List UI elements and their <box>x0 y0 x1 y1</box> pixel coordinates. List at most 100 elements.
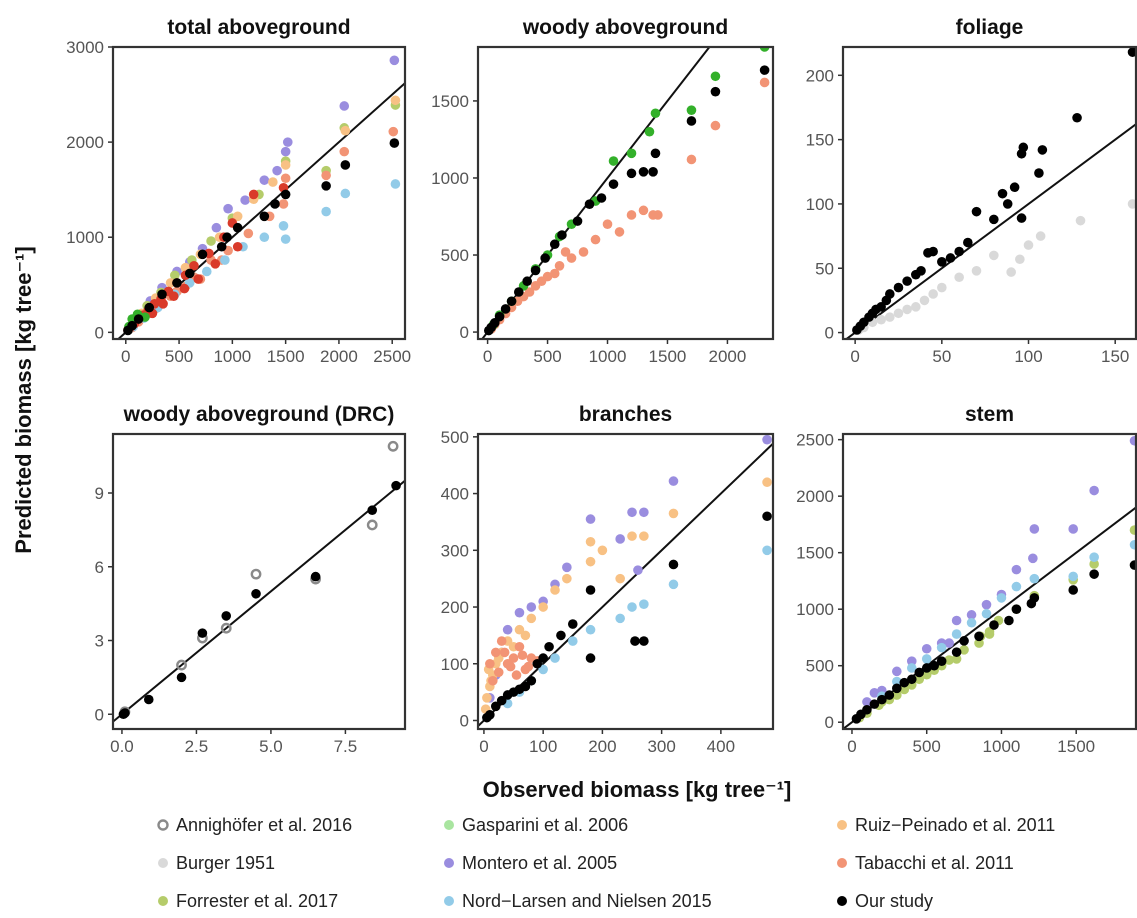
x-tick-label: 500 <box>165 347 193 366</box>
data-point <box>869 699 880 709</box>
y-tick-label: 100 <box>806 195 834 214</box>
data-point <box>505 661 516 672</box>
plot-area <box>478 434 773 727</box>
data-point <box>1037 145 1048 155</box>
y-tick-label: 6 <box>95 558 104 577</box>
data-point <box>626 148 637 159</box>
data-point <box>921 663 932 673</box>
data-point <box>272 165 282 176</box>
data-point <box>936 642 947 653</box>
x-tick-label: 0 <box>483 347 492 366</box>
data-point <box>639 507 649 518</box>
data-point <box>852 325 862 335</box>
one-to-one-line <box>113 479 405 723</box>
data-point <box>566 253 577 263</box>
data-point <box>499 647 510 658</box>
x-tick-label: 300 <box>647 737 675 756</box>
data-point <box>937 257 947 267</box>
data-point <box>280 146 291 157</box>
plot-area <box>113 440 405 723</box>
data-point <box>280 160 291 170</box>
data-point <box>133 314 144 324</box>
data-point <box>158 299 168 309</box>
data-point <box>554 261 565 271</box>
data-point <box>614 227 625 237</box>
y-tick-label: 400 <box>441 485 469 504</box>
data-point <box>211 222 222 233</box>
data-point <box>532 658 543 669</box>
data-point <box>650 108 661 119</box>
legend-item: Annighöfer et al. 2016 <box>157 815 352 835</box>
data-point <box>526 613 537 624</box>
data-point <box>221 611 232 621</box>
data-point <box>759 65 770 75</box>
data-point <box>367 505 378 516</box>
data-point <box>1129 539 1136 550</box>
data-point <box>762 477 772 488</box>
data-point <box>523 661 534 672</box>
x-tick-label: 0 <box>847 737 856 756</box>
data-point <box>550 653 560 663</box>
data-point <box>500 304 511 314</box>
data-point <box>259 211 270 222</box>
data-point <box>1127 199 1136 209</box>
data-point <box>1129 560 1136 570</box>
legend-label: Forrester et al. 2017 <box>176 891 338 911</box>
data-point <box>639 599 649 609</box>
data-point <box>590 234 601 245</box>
x-tick-label: 0 <box>121 347 130 366</box>
data-point <box>560 247 571 257</box>
plot-frame <box>841 432 1137 731</box>
legend-item: Ruiz−Peinado et al. 2011 <box>837 815 1055 835</box>
x-tick-label: 0 <box>479 737 488 756</box>
data-point <box>759 47 770 52</box>
data-point <box>884 690 895 700</box>
data-point <box>639 636 649 646</box>
data-point <box>638 205 649 216</box>
data-point <box>1072 112 1082 123</box>
y-tick-label: 0 <box>825 713 834 732</box>
legend-marker <box>158 858 168 868</box>
data-point <box>220 622 232 634</box>
data-point <box>270 199 280 209</box>
legend-marker <box>158 896 168 906</box>
plot-frame <box>476 45 775 341</box>
data-point <box>562 573 572 584</box>
data-point <box>366 519 378 531</box>
data-point <box>762 434 772 445</box>
data-point <box>248 189 259 200</box>
data-point <box>1089 559 1099 569</box>
data-point <box>1026 598 1037 609</box>
plot-area <box>116 55 405 339</box>
data-point <box>937 282 947 293</box>
legend-item: Nord−Larsen and Nielsen 2015 <box>444 891 712 911</box>
data-point <box>759 77 770 88</box>
data-point <box>876 314 886 325</box>
data-point <box>550 585 560 595</box>
data-point <box>1129 435 1136 446</box>
legend-item: Burger 1951 <box>158 853 275 873</box>
data-point <box>762 511 772 522</box>
y-tick-label: 500 <box>441 428 469 447</box>
data-point <box>340 160 351 170</box>
data-point <box>650 148 661 159</box>
data-point <box>668 476 679 486</box>
data-point <box>911 302 921 312</box>
data-point <box>222 232 232 243</box>
data-point <box>172 278 182 288</box>
data-point <box>220 255 230 265</box>
data-point <box>921 669 932 680</box>
data-point <box>536 276 547 287</box>
legend-label: Tabacchi et al. 2011 <box>855 853 1014 873</box>
data-point <box>989 620 999 630</box>
data-point <box>1016 213 1027 223</box>
data-point <box>936 656 947 666</box>
x-tick-label: 500 <box>533 347 561 366</box>
data-point <box>966 610 977 620</box>
data-point <box>885 312 895 322</box>
data-point <box>526 675 537 686</box>
data-point <box>608 179 619 189</box>
data-point <box>585 653 596 663</box>
y-tick-label: 500 <box>806 657 834 676</box>
data-point <box>627 531 637 541</box>
